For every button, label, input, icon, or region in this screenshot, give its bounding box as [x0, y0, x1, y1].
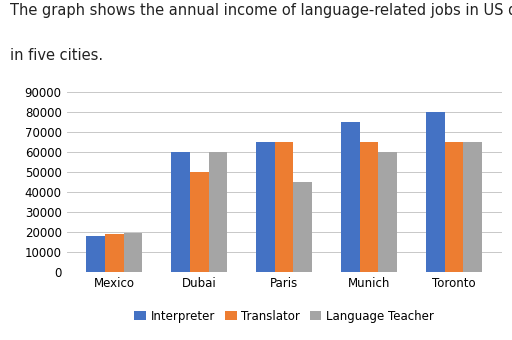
Text: in five cities.: in five cities. — [10, 48, 103, 63]
Bar — [293, 182, 312, 272]
Bar — [275, 142, 293, 272]
Bar — [105, 234, 124, 272]
Text: The graph shows the annual income of language-related jobs in US dollars: The graph shows the annual income of lan… — [10, 3, 512, 18]
Bar — [87, 236, 105, 272]
Bar — [341, 122, 360, 272]
Bar — [463, 142, 482, 272]
Legend: Interpreter, Translator, Language Teacher: Interpreter, Translator, Language Teache… — [130, 305, 439, 327]
Bar — [124, 233, 142, 272]
Bar — [171, 152, 190, 272]
Bar — [190, 172, 208, 272]
Bar — [378, 152, 397, 272]
Bar — [360, 142, 378, 272]
Bar — [444, 142, 463, 272]
Bar — [208, 152, 227, 272]
Bar — [256, 142, 275, 272]
Bar — [426, 112, 444, 272]
